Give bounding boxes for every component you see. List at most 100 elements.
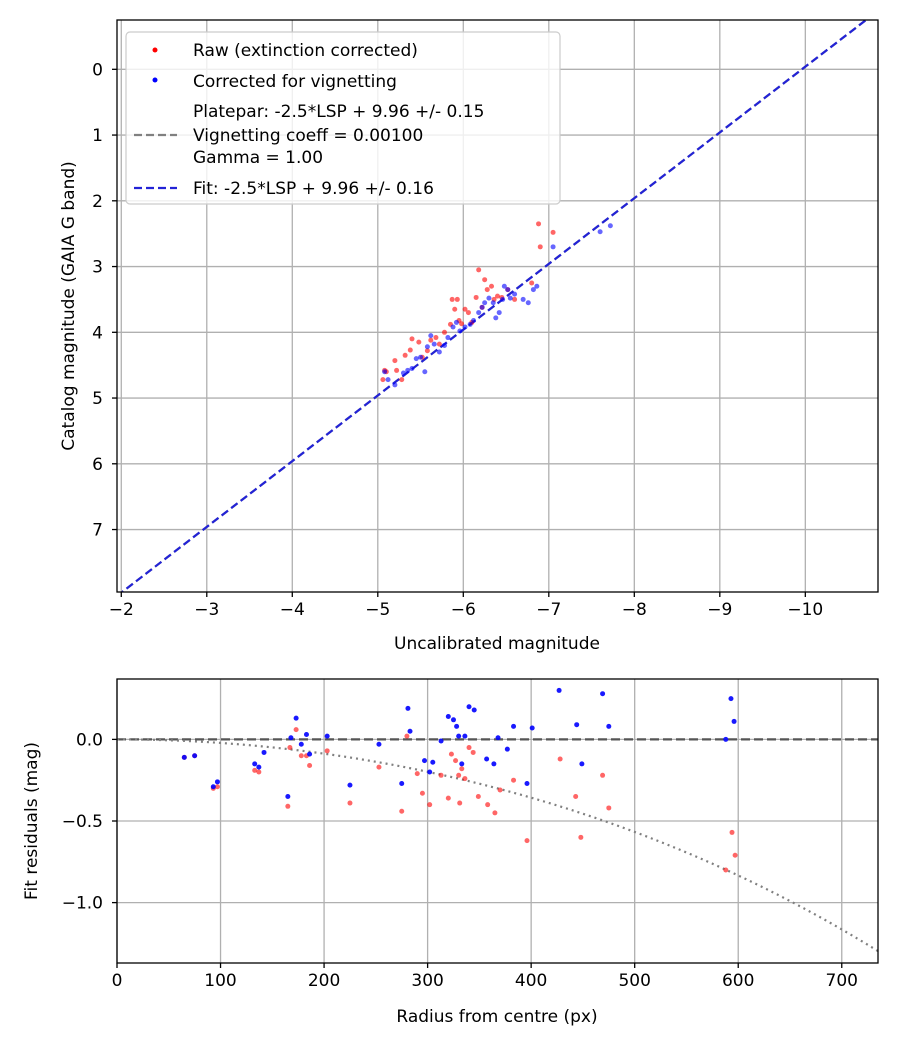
corrected-residual-point xyxy=(438,738,444,744)
corrected-residual-point xyxy=(376,741,382,747)
corrected-point xyxy=(462,324,468,330)
legend-gamma-label: Gamma = 1.00 xyxy=(193,148,323,168)
corrected-point xyxy=(520,296,526,302)
corrected-point xyxy=(441,342,447,348)
corrected-residual-point xyxy=(445,714,451,720)
corrected-residual-point xyxy=(456,733,462,739)
corrected-point xyxy=(445,335,451,341)
corrected-point xyxy=(525,300,531,306)
top-y-tick-label: 4 xyxy=(92,323,103,343)
raw-residual-point xyxy=(511,777,517,783)
legend-raw-label: Raw (extinction corrected) xyxy=(193,41,418,61)
raw-residual-point xyxy=(214,784,220,790)
corrected-residual-point xyxy=(731,718,737,724)
corrected-residual-point xyxy=(529,725,535,731)
top-fit-lines xyxy=(120,20,868,592)
raw-point xyxy=(465,310,471,316)
corrected-residual-point xyxy=(405,705,411,711)
raw-residual-point xyxy=(453,758,459,764)
raw-residual-point xyxy=(307,763,313,769)
raw-residual-point xyxy=(466,745,472,751)
corrected-point xyxy=(436,349,442,355)
top-y-tick-label: 0 xyxy=(92,60,103,80)
corrected-residual-point xyxy=(256,764,262,770)
raw-residual-point xyxy=(404,733,410,739)
corrected-point xyxy=(453,319,459,325)
raw-point xyxy=(392,358,398,364)
corrected-residual-point xyxy=(471,707,477,713)
raw-residual-point xyxy=(573,794,579,800)
raw-point xyxy=(495,293,500,299)
raw-point xyxy=(452,306,458,312)
corrected-point xyxy=(424,344,430,350)
corrected-residual-point xyxy=(454,723,460,729)
corrected-residual-point xyxy=(524,780,530,786)
bottom-y-ticks: 0.0 −0.5 −1.0 xyxy=(62,730,117,914)
raw-residual-point xyxy=(497,787,503,793)
raw-residual-point xyxy=(729,829,735,835)
bottom-y-axis-label: Fit residuals (mag) xyxy=(22,742,42,900)
raw-point xyxy=(399,377,405,383)
raw-residual-point xyxy=(524,838,530,844)
corrected-residual-point xyxy=(307,751,313,757)
corrected-residual-point xyxy=(288,735,294,741)
legend-box xyxy=(125,31,561,205)
legend-corrected-marker xyxy=(152,77,158,83)
raw-residual-point xyxy=(414,771,420,777)
corrected-point xyxy=(476,310,482,316)
corrected-point xyxy=(431,341,437,347)
corrected-point xyxy=(505,287,511,293)
bottom-x-tick-label: 500 xyxy=(618,971,650,991)
raw-point xyxy=(484,287,490,293)
bottom-y-tick-label: 0.0 xyxy=(76,730,103,750)
raw-point xyxy=(449,296,455,302)
corrected-point xyxy=(450,324,456,330)
top-corrected-points xyxy=(382,223,613,388)
raw-residual-point xyxy=(376,764,382,770)
corrected-point xyxy=(607,223,613,229)
corrected-residual-point xyxy=(504,746,510,752)
corrected-point xyxy=(530,287,536,293)
bottom-x-ticks: 0 100 200 300 400 500 600 700 xyxy=(112,963,858,991)
raw-point xyxy=(402,352,408,358)
top-x-tick-label: −2 xyxy=(109,600,134,620)
raw-residual-point xyxy=(419,790,425,796)
raw-residual-point xyxy=(256,769,262,775)
corrected-residual-point xyxy=(484,756,490,762)
raw-residual-point xyxy=(732,852,738,858)
raw-residual-point xyxy=(285,803,291,809)
corrected-point xyxy=(507,295,513,301)
corrected-residual-point xyxy=(459,761,465,767)
raw-point xyxy=(473,294,479,300)
corrected-residual-point xyxy=(261,749,267,755)
raw-point xyxy=(380,377,386,383)
corrected-residual-point xyxy=(466,704,472,710)
corrected-residual-point xyxy=(293,715,299,721)
corrected-residual-point xyxy=(303,731,309,737)
raw-residual-point xyxy=(298,753,304,759)
corrected-residual-point xyxy=(723,736,729,742)
bottom-x-tick-label: 400 xyxy=(515,971,547,991)
top-x-tick-label: −7 xyxy=(536,600,561,620)
top-x-tick-label: −4 xyxy=(280,600,305,620)
corrected-point xyxy=(482,300,488,306)
raw-residual-point xyxy=(485,802,491,808)
calibration-scatter-plot: −2 −3 −4 −5 −6 −7 −8 −9 −10 0 1 2 3 4 5 6 7 Uncalibrate… xyxy=(59,19,879,654)
corrected-point xyxy=(534,283,540,289)
corrected-point xyxy=(422,369,428,375)
raw-residual-point xyxy=(600,772,606,778)
corrected-residual-point xyxy=(511,723,517,729)
raw-residual-point xyxy=(438,772,444,778)
bottom-corrected-points xyxy=(181,687,737,800)
raw-residual-point xyxy=(347,800,353,806)
top-x-tick-label: −6 xyxy=(451,600,476,620)
top-axes-frame xyxy=(116,19,879,593)
corrected-residual-point xyxy=(427,769,433,775)
raw-point xyxy=(394,367,400,373)
raw-point xyxy=(409,336,415,342)
raw-residual-point xyxy=(448,751,454,757)
bottom-x-tick-label: 700 xyxy=(826,971,858,991)
residuals-scatter-plot: 0 100 200 300 400 500 600 700 0.0 −0.5 −1.0 Radiu… xyxy=(22,678,879,1027)
corrected-residual-point xyxy=(430,759,436,765)
top-x-ticks: −2 −3 −4 −5 −6 −7 −8 −9 −10 xyxy=(109,592,823,620)
